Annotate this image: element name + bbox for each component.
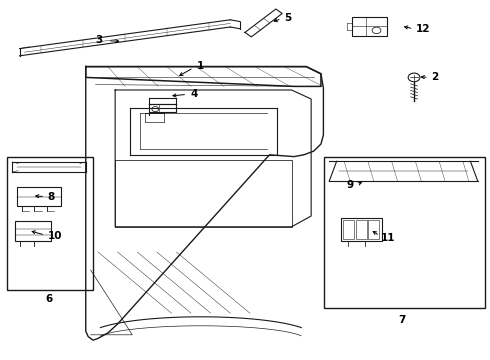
Text: 10: 10 — [48, 231, 62, 241]
Text: 12: 12 — [416, 24, 431, 34]
Text: 4: 4 — [190, 89, 197, 99]
Text: 9: 9 — [346, 180, 354, 190]
Bar — [15, 221, 51, 241]
Text: 6: 6 — [46, 294, 52, 304]
Bar — [356, 220, 367, 239]
Text: 2: 2 — [431, 72, 439, 82]
Bar — [343, 220, 354, 239]
Text: 11: 11 — [381, 233, 396, 243]
Bar — [7, 157, 93, 290]
Bar — [352, 17, 387, 36]
Text: 1: 1 — [197, 61, 204, 71]
Text: 8: 8 — [48, 192, 55, 202]
Text: 7: 7 — [398, 315, 406, 325]
Bar — [17, 187, 61, 206]
Text: 5: 5 — [284, 13, 292, 23]
Bar — [341, 218, 382, 241]
Bar — [368, 220, 379, 239]
Bar — [324, 157, 485, 308]
Text: 3: 3 — [96, 35, 103, 45]
